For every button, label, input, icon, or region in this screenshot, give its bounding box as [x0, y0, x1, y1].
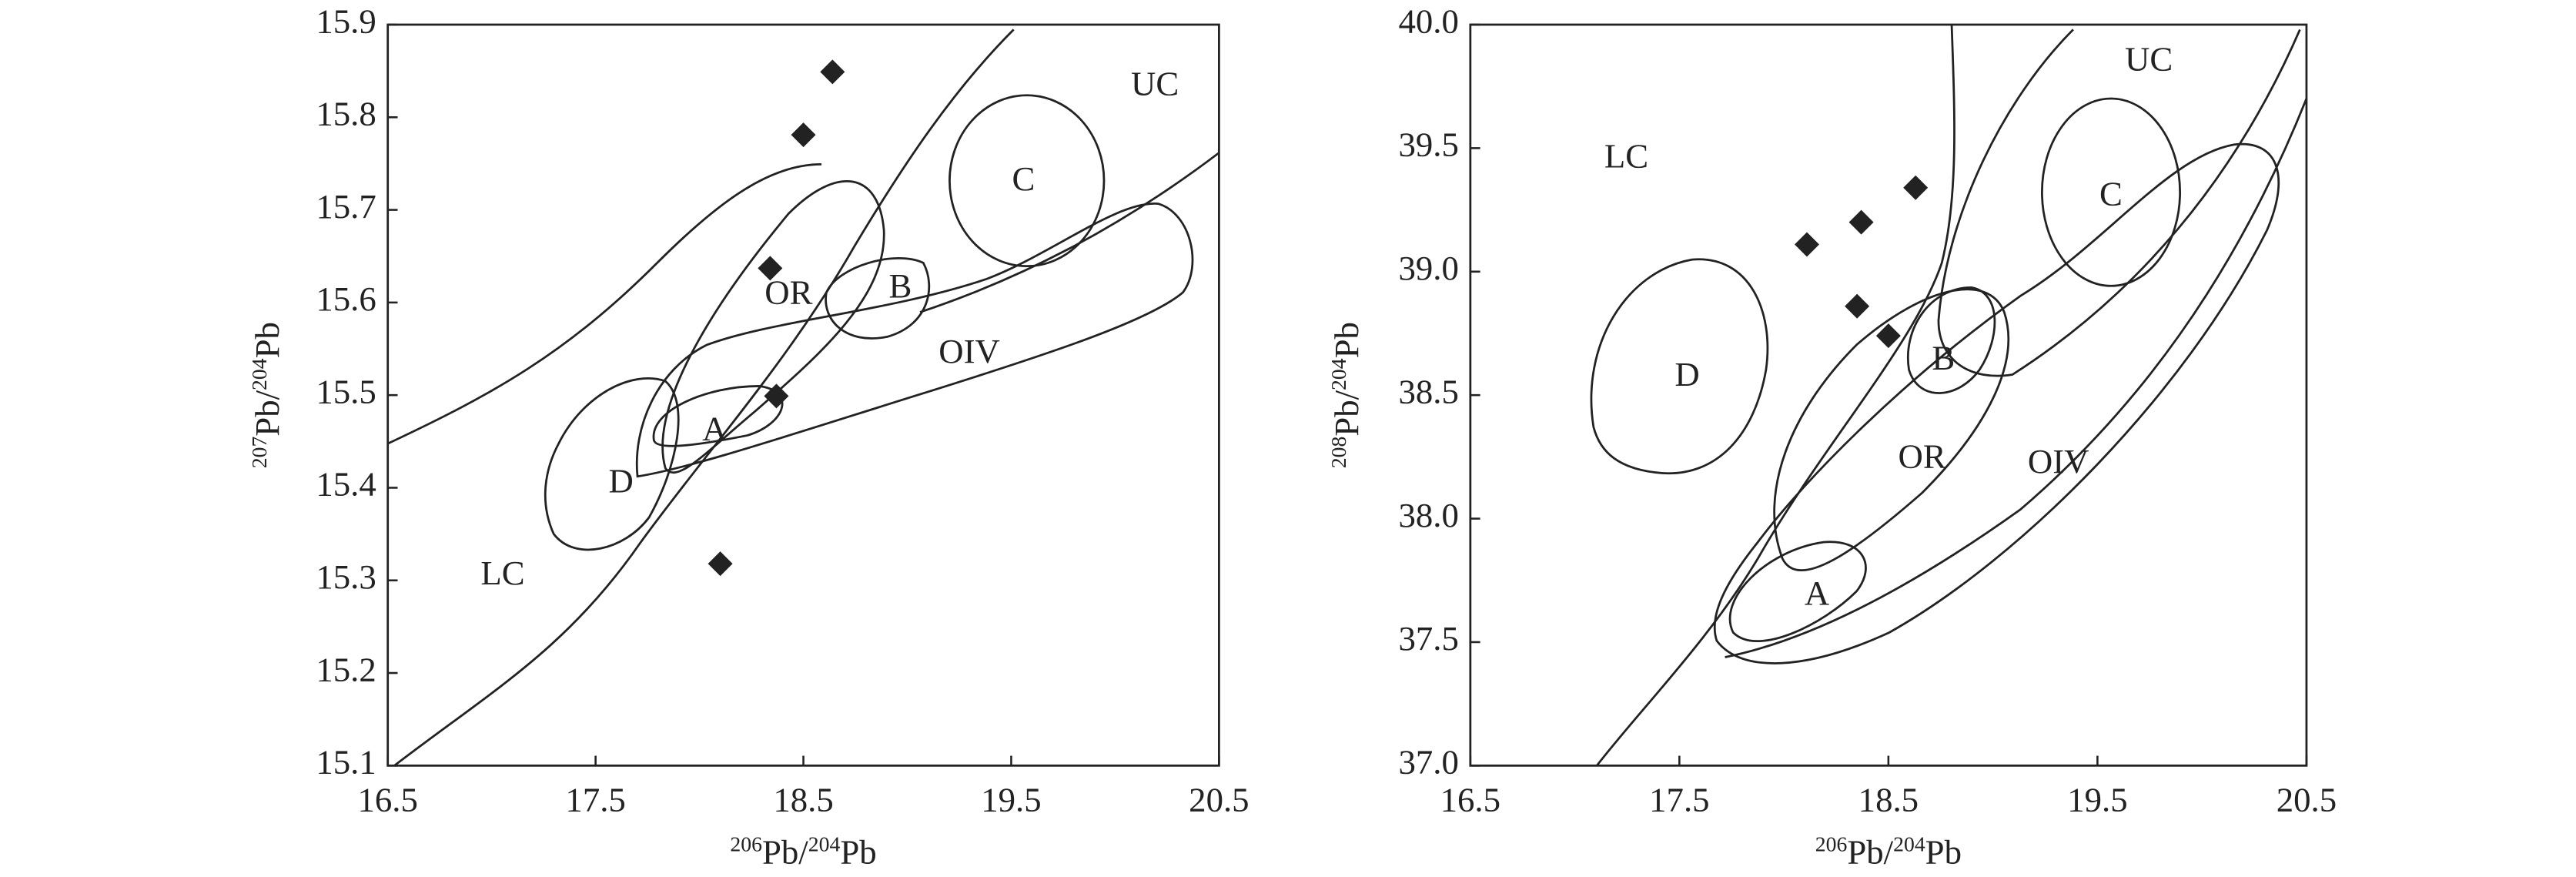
- x-tick-label: 20.5: [2277, 781, 2337, 819]
- axis-label: 206Pb/204Pb: [1815, 832, 1962, 872]
- data-point: [820, 59, 845, 85]
- field-label: OIV: [938, 332, 1000, 370]
- data-point: [764, 383, 789, 409]
- y-tick-label: 40.0: [1399, 2, 1459, 40]
- axis-label: 208Pb/204Pb: [1326, 322, 1367, 468]
- axis-label: 206Pb/204Pb: [730, 832, 876, 872]
- field-outline: [1907, 286, 1996, 394]
- axis-label-superscript: 204: [1893, 832, 1925, 855]
- data-point: [1903, 175, 1929, 200]
- x-tick-label: 20.5: [1189, 781, 1249, 819]
- axis-label-superscript: 206: [1815, 832, 1848, 855]
- axis-label-text: Pb: [248, 322, 286, 358]
- axis-label-text: Pb/: [762, 833, 808, 872]
- y-tick-label: 15.8: [316, 95, 376, 133]
- field-label: OR: [764, 273, 812, 311]
- field-outline: [948, 94, 1106, 268]
- field-label: C: [2099, 174, 2123, 213]
- field-label: LC: [480, 554, 524, 592]
- field-outline: [1590, 258, 1769, 475]
- reference-fields: [387, 28, 1220, 767]
- field-label: B: [1932, 339, 1955, 377]
- axis-label-text: Pb: [1925, 833, 1962, 872]
- field-outline: [1596, 24, 1955, 767]
- field-label: C: [1012, 159, 1035, 198]
- field-outline: [1713, 142, 2280, 664]
- field-outline: [635, 203, 1194, 478]
- axis-label: 207Pb/204Pb: [247, 322, 287, 468]
- y-tick-label: 15.5: [316, 372, 376, 410]
- field-outline: [661, 180, 885, 474]
- field-outline: [1725, 98, 2308, 658]
- field-label: OIV: [2028, 442, 2089, 480]
- field-label: D: [1674, 355, 1699, 393]
- field-outline: [1728, 541, 1867, 642]
- y-tick-label: 15.3: [316, 557, 376, 596]
- field-label: A: [702, 409, 728, 447]
- y-tick-label: 15.2: [316, 650, 376, 688]
- x-tick-label: 17.5: [1649, 781, 1709, 819]
- data-point: [1845, 293, 1870, 319]
- axis-label-superscript: 206: [730, 832, 762, 855]
- axis-label-text: Pb/: [248, 390, 286, 436]
- plot: 16.5 17.5 18.5 19.5 20.5 15.1 15.2 15.3 15.4 15.5…: [247, 2, 1250, 872]
- data-point: [708, 551, 733, 577]
- field-outline: [1773, 288, 2010, 572]
- annotations: UC C OR B OIV A D LC UC C B D OR OIV A L…: [480, 39, 2173, 611]
- y-tick-label: 37.0: [1399, 743, 1459, 782]
- y-tick-label: 15.6: [316, 280, 376, 318]
- y-tick-label: 15.7: [316, 187, 376, 226]
- field-outline: [1937, 28, 2301, 377]
- y-tick-label: 39.0: [1399, 249, 1459, 287]
- y-tick-label: 15.4: [316, 465, 376, 504]
- field-label: LC: [1604, 136, 1648, 175]
- field-label: D: [609, 462, 634, 500]
- field-label: OR: [1899, 437, 1946, 476]
- field-outline: [393, 28, 1015, 767]
- y-tick-label: 39.5: [1399, 126, 1459, 164]
- y-tick-label: 37.5: [1399, 619, 1459, 658]
- x-tick-label: 17.5: [565, 781, 625, 819]
- plot-frame: [1469, 23, 2308, 767]
- data-point: [1794, 232, 1819, 257]
- field-outline: [387, 162, 822, 445]
- field-label: UC: [2125, 39, 2173, 78]
- field-outline: [652, 385, 784, 447]
- y-tick-label: 15.1: [316, 743, 376, 782]
- axis-label-superscript: 208: [1326, 437, 1350, 469]
- x-tick-label: 19.5: [981, 781, 1041, 819]
- x-tick-label: 18.5: [1858, 781, 1919, 819]
- field-label: UC: [1131, 64, 1179, 102]
- plot: 16.5 17.5 18.5 19.5 20.5 37.0 37.5 38.0 38.5 39.0…: [1326, 2, 2337, 872]
- x-tick-label: 19.5: [2067, 781, 2127, 819]
- data-point: [791, 122, 816, 148]
- axis-label-text: Pb: [1327, 322, 1366, 358]
- field-outline: [544, 377, 680, 551]
- reference-fields: [1590, 24, 2308, 767]
- axis-label-superscript: 204: [247, 358, 271, 390]
- axis-label-text: Pb: [840, 833, 876, 872]
- axis-label-superscript: 204: [1326, 358, 1350, 390]
- field-label: B: [888, 266, 912, 305]
- x-tick-label: 16.5: [1440, 781, 1500, 819]
- y-tick-label: 15.9: [316, 2, 376, 40]
- field-outline: [825, 257, 931, 340]
- field-outline: [2041, 97, 2182, 287]
- axis-label-superscript: 207: [247, 437, 271, 469]
- x-tick-label: 16.5: [357, 781, 417, 819]
- y-tick-label: 38.0: [1399, 496, 1459, 534]
- axis-label-text: Pb/: [1327, 390, 1366, 436]
- y-tick-label: 38.5: [1399, 372, 1459, 410]
- data-point: [1848, 209, 1874, 235]
- field-label: A: [1805, 574, 1830, 612]
- field-outline: [919, 152, 1220, 313]
- x-tick-label: 18.5: [773, 781, 833, 819]
- axis-label-text: Pb/: [1847, 833, 1893, 872]
- axis-label-superscript: 204: [808, 832, 841, 855]
